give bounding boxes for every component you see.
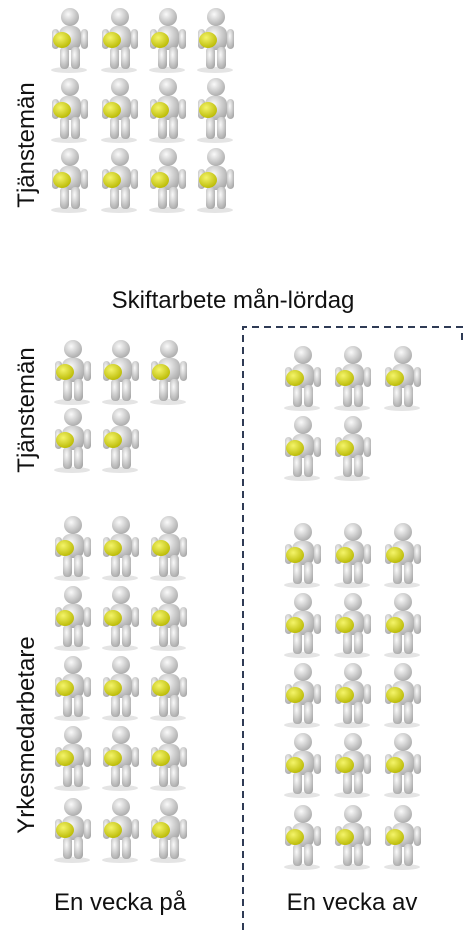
person-icon: [150, 516, 187, 581]
column-caption: En vecka av: [287, 889, 418, 916]
person-icon: [284, 593, 321, 658]
person-icon: [54, 726, 91, 791]
person-icon: [150, 656, 187, 721]
person-icon: [334, 416, 371, 481]
person-icon: [102, 656, 139, 721]
person-icon: [102, 798, 139, 863]
person-icon: [334, 805, 371, 870]
person-icon: [150, 726, 187, 791]
person-icon: [284, 416, 321, 481]
person-icon: [150, 340, 187, 405]
person-icon: [334, 593, 371, 658]
page: Tjänstemän Skiftarbete mån-lördag Tjänst…: [0, 0, 466, 935]
person-icon: [284, 733, 321, 798]
title: Skiftarbete mån-lördag: [112, 287, 355, 314]
person-icon: [384, 346, 421, 411]
group-label: Yrkesmedarbetare: [13, 636, 40, 833]
person-icon: [54, 516, 91, 581]
person-icon: [149, 148, 186, 213]
person-icon: [384, 523, 421, 588]
person-icon: [150, 586, 187, 651]
person-icon: [150, 798, 187, 863]
person-icon: [101, 78, 138, 143]
person-icon: [384, 593, 421, 658]
person-icon: [54, 798, 91, 863]
person-icon: [54, 586, 91, 651]
person-icon: [334, 663, 371, 728]
person-icon: [51, 8, 88, 73]
person-icon: [197, 148, 234, 213]
person-icon: [54, 656, 91, 721]
person-icon: [284, 346, 321, 411]
person-icon: [54, 408, 91, 473]
person-icon: [102, 586, 139, 651]
person-icon: [334, 733, 371, 798]
person-icon: [384, 805, 421, 870]
person-icon: [149, 78, 186, 143]
person-icon: [54, 340, 91, 405]
person-icon: [102, 340, 139, 405]
person-icon: [384, 733, 421, 798]
person-icon: [334, 346, 371, 411]
person-icon: [102, 516, 139, 581]
person-icon: [284, 805, 321, 870]
person-icon: [102, 408, 139, 473]
person-icon: [149, 8, 186, 73]
figures: [51, 8, 421, 870]
person-icon: [384, 663, 421, 728]
column-caption: En vecka på: [54, 889, 187, 916]
diagram: Tjänstemän Skiftarbete mån-lördag Tjänst…: [0, 0, 466, 930]
person-icon: [197, 8, 234, 73]
person-icon: [51, 78, 88, 143]
group-label: Tjänstemän: [13, 347, 40, 472]
person-icon: [101, 148, 138, 213]
person-icon: [51, 148, 88, 213]
person-icon: [284, 523, 321, 588]
person-icon: [101, 8, 138, 73]
person-icon: [102, 726, 139, 791]
person-icon: [284, 663, 321, 728]
person-icon: [197, 78, 234, 143]
group-label: Tjänstemän: [13, 82, 40, 207]
person-icon: [334, 523, 371, 588]
